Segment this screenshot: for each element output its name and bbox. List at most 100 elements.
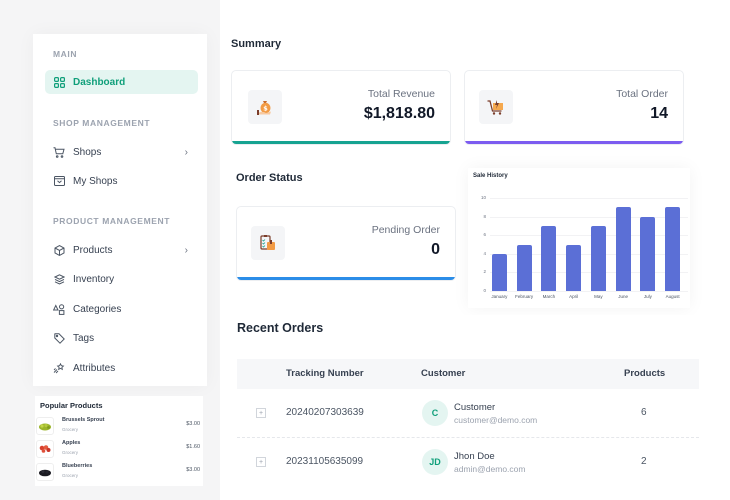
x-axis-tick: March — [542, 294, 556, 299]
sidebar-item-label: Inventory — [73, 273, 115, 285]
total-revenue-card[interactable]: $ Total Revenue $1,818.80 — [231, 70, 451, 145]
expand-row-button[interactable]: + — [256, 457, 266, 467]
y-axis-tick: 4 — [483, 250, 486, 256]
layers-icon — [53, 273, 65, 285]
sidebar-item-label: Attributes — [73, 362, 116, 374]
product-category: Grocery — [62, 450, 79, 455]
chart-title: Sale History — [473, 173, 508, 179]
customer-email: customer@demo.com — [454, 415, 538, 425]
sidebar-item-attributes[interactable]: Attributes — [45, 356, 198, 380]
popular-products-title: Popular Products — [40, 401, 103, 410]
table-row[interactable]: + 20240207303639 C Customer customer@dem… — [237, 390, 699, 438]
table-row[interactable]: + 20231105635099 JD Jhon Doe admin@demo.… — [237, 439, 699, 487]
stat-label: Total Revenue — [367, 88, 435, 100]
customer-email: admin@demo.com — [454, 464, 526, 474]
sidebar: MAIN Dashboard SHOP MANAGEMENT Shops › M… — [33, 34, 207, 386]
sidebar-heading-product-management: PRODUCT MANAGEMENT — [53, 216, 171, 226]
sparkle-icon — [53, 362, 65, 374]
gridline — [490, 235, 688, 237]
x-axis-tick: January — [491, 294, 508, 299]
expand-row-button[interactable]: + — [256, 408, 266, 418]
bar-august[interactable] — [665, 207, 681, 291]
column-header-tracking[interactable]: Tracking Number — [286, 368, 364, 379]
stat-label: Pending Order — [371, 224, 440, 236]
box-icon — [53, 244, 65, 256]
column-header-customer[interactable]: Customer — [421, 368, 466, 379]
order-status-title: Order Status — [236, 172, 303, 184]
x-axis-tick: August — [665, 294, 680, 299]
y-axis-tick: 10 — [480, 195, 486, 200]
sidebar-item-categories[interactable]: Categories — [45, 297, 198, 321]
sidebar-item-my-shops[interactable]: My Shops — [45, 169, 198, 193]
bar-may[interactable] — [590, 225, 606, 291]
sidebar-item-label: Shops — [73, 146, 102, 158]
bar-april[interactable] — [566, 244, 582, 291]
product-name: Blueberries — [62, 463, 93, 469]
gridline — [490, 291, 688, 292]
grid-icon — [53, 76, 65, 88]
popular-product-row[interactable]: Blueberries Grocery $3.00 — [35, 462, 203, 482]
bar-january[interactable] — [491, 253, 507, 291]
product-thumbnail — [36, 417, 54, 435]
popular-product-row[interactable]: Apples Grocery $1.60 — [35, 439, 203, 459]
avatar: C — [422, 400, 448, 426]
sidebar-item-label: My Shops — [73, 175, 118, 187]
money-bag-icon: $ — [248, 90, 282, 124]
accent-bar — [465, 141, 683, 144]
svg-text:$: $ — [263, 105, 268, 113]
sidebar-item-inventory[interactable]: Inventory — [45, 267, 198, 291]
recent-orders-title: Recent Orders — [237, 321, 324, 335]
y-axis-tick: 0 — [483, 288, 486, 293]
y-axis-tick: 8 — [483, 213, 486, 219]
tracking-number: 20240207303639 — [286, 407, 364, 418]
sidebar-item-shops[interactable]: Shops › — [45, 140, 198, 164]
cart-bolt-icon — [479, 90, 513, 124]
sidebar-heading-shop-management: SHOP MANAGEMENT — [53, 118, 151, 128]
product-name: Apples — [62, 440, 81, 446]
tracking-number: 20231105635099 — [286, 456, 364, 467]
pending-order-card[interactable]: Pending Order 0 — [236, 206, 456, 281]
sidebar-item-tags[interactable]: Tags — [45, 326, 198, 350]
sidebar-heading-main: MAIN — [53, 49, 78, 59]
product-name: Brussels Sprout — [62, 417, 105, 423]
accent-bar — [232, 141, 450, 144]
product-price: $1.60 — [186, 444, 200, 450]
column-header-products[interactable]: Products — [624, 368, 666, 379]
sale-history-chart: Sale History 0 2 4 6 8 10 January February March… — [468, 168, 690, 308]
product-thumbnail — [36, 463, 54, 481]
bar-july[interactable] — [640, 216, 656, 291]
sidebar-item-label: Tags — [73, 332, 95, 344]
product-price: $3.00 — [186, 421, 200, 427]
bar-february[interactable] — [516, 244, 532, 291]
avatar: JD — [422, 449, 448, 475]
shapes-icon — [53, 303, 65, 315]
product-category: Grocery — [62, 427, 79, 432]
bar-march[interactable] — [541, 225, 557, 291]
chevron-right-icon: › — [184, 244, 188, 256]
sidebar-item-dashboard[interactable]: Dashboard — [45, 70, 198, 94]
sidebar-item-label: Products — [73, 244, 113, 256]
customer-name: Jhon Doe — [454, 451, 495, 462]
product-thumbnail — [36, 440, 54, 458]
chart-plot-area: 0 2 4 6 8 10 January February March April May June J… — [481, 195, 688, 299]
sidebar-item-label: Dashboard — [73, 76, 126, 88]
sidebar-item-products[interactable]: Products › — [45, 238, 198, 262]
x-axis-tick: June — [618, 294, 628, 299]
chevron-right-icon: › — [184, 146, 188, 158]
bar-june[interactable] — [615, 207, 631, 291]
product-count: 2 — [641, 456, 647, 467]
customer-name: Customer — [454, 402, 496, 413]
y-axis-tick: 2 — [483, 269, 486, 275]
sidebar-item-label: Categories — [73, 303, 122, 315]
total-order-card[interactable]: Total Order 14 — [464, 70, 684, 145]
table-header: Tracking Number Customer Products — [237, 359, 699, 389]
summary-title: Summary — [231, 38, 282, 50]
gridline — [490, 216, 688, 218]
popular-products-panel: Popular Products Brussels Sprout Grocery… — [35, 396, 203, 486]
tag-icon — [53, 332, 65, 344]
y-axis-tick: 6 — [483, 232, 486, 238]
shop-window-icon — [53, 175, 65, 187]
stat-value: 14 — [650, 105, 668, 122]
popular-product-row[interactable]: Brussels Sprout Grocery $3.00 — [35, 416, 203, 436]
cart-icon — [53, 146, 65, 158]
